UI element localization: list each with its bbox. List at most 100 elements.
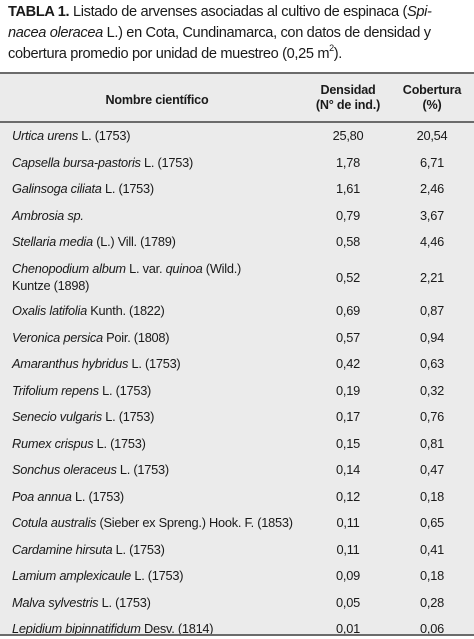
table-row: Poa annua L. (1753) 0,12 0,18 — [0, 486, 474, 507]
density-cell: 0,09 — [336, 568, 360, 583]
species-name: Lepidium bipinnatifidum — [12, 621, 141, 636]
cover-cell: 0,47 — [420, 462, 444, 477]
cover-cell: 2,21 — [420, 269, 444, 285]
table-row: Lamium amplexicaule L. (1753) 0,09 0,18 — [0, 565, 474, 586]
table-row: Cardamine hirsuta L. (1753) 0,11 0,41 — [0, 539, 474, 560]
species-cell: Malva sylvestris L. (1753) — [12, 592, 302, 613]
authority: L. var. — [125, 260, 166, 276]
table-top-rule — [0, 72, 474, 74]
species-name: Sonchus oleraceus — [12, 462, 117, 477]
species-name: Lamium amplexicaule — [12, 568, 132, 583]
cover-cell: 0,18 — [420, 488, 444, 504]
authority: (L.) Vill. (1789) — [92, 234, 176, 249]
authority: L. (1753) — [98, 382, 152, 398]
table-row: Urtica urens L. (1753) 25,80 20,54 — [0, 125, 474, 146]
table-row: Lepidium bipinnatifidum Desv. (1814) 0,01… — [0, 618, 474, 639]
species-cell: Urtica urens L. (1753) — [12, 125, 302, 146]
table-row: Malva sylvestris L. (1753) 0,05 0,28 — [0, 592, 474, 613]
species-name: Galinsoga ciliata — [12, 181, 102, 196]
cover-cell: 0,65 — [420, 515, 444, 530]
authority: Poir. (1808) — [102, 329, 170, 345]
density-cell: 1,61 — [336, 181, 360, 196]
cover-cell: 0,63 — [420, 356, 444, 371]
table-row: Oxalis latifolia Kunth. (1822) 0,69 0,87 — [0, 300, 474, 321]
table-row: Sonchus oleraceus L. (1753) 0,14 0,47 — [0, 459, 474, 480]
species-cell: Cotula australis (Sieber ex Spreng.) Hoo… — [12, 512, 302, 533]
species-name: Amaranthus hybridus — [12, 356, 129, 371]
table-row: Senecio vulgaris L. (1753) 0,17 0,76 — [0, 406, 474, 427]
species-cell: Oxalis latifolia Kunth. (1822) — [12, 300, 302, 321]
species-cell: Stellaria media (L.) Vill. (1789) — [12, 231, 302, 252]
table-row: Stellaria media (L.) Vill. (1789) 0,58 4,4… — [0, 231, 474, 252]
authority: (Wild.) — [202, 260, 242, 276]
cover-cell: 20,54 — [416, 128, 448, 143]
cover-cell: 0,18 — [420, 568, 444, 583]
density-cell: 0,11 — [336, 541, 360, 557]
species-cell: Trifolium repens L. (1753) — [12, 380, 302, 401]
authority: L. (1753) — [71, 488, 124, 504]
cover-cell: 0,76 — [420, 409, 444, 424]
authority: L. (1753) — [101, 409, 155, 424]
authority: L. (1753) — [77, 128, 131, 143]
table-row: Ambrosia sp. 0,79 3,67 — [0, 205, 474, 226]
species-name: Ambrosia sp. — [12, 207, 84, 223]
authority: L. (1753) — [101, 181, 154, 196]
table-row: Galinsoga ciliata L. (1753) 1,61 2,46 — [0, 178, 474, 199]
header-cover: Cobertura (%) — [402, 83, 462, 112]
species-name: Chenopodium album — [12, 260, 126, 276]
table-row: Amaranthus hybridus L. (1753) 0,42 0,63 — [0, 353, 474, 374]
cover-cell: 2,46 — [420, 181, 444, 196]
density-cell: 0,14 — [336, 462, 360, 477]
authority: L. (1753) — [93, 435, 146, 451]
authority: L. (1753) — [140, 154, 193, 170]
density-cell: 0,52 — [336, 269, 360, 285]
density-cell: 0,15 — [336, 435, 360, 451]
species-cell: Chenopodium album L. var. quinoa (Wild.)… — [12, 260, 302, 295]
authority: L. (1753) — [116, 462, 169, 477]
species-cell: Lamium amplexicaule L. (1753) — [12, 565, 302, 586]
species-cell: Galinsoga ciliata L. (1753) — [12, 178, 302, 199]
cover-cell: 0,87 — [420, 303, 444, 318]
species-cell: Capsella bursa-pastoris L. (1753) — [12, 152, 302, 173]
density-cell: 0,17 — [336, 409, 360, 424]
authority: L. (1753) — [128, 356, 181, 371]
data-table: Nombre científico Densidad (N° de ind.) … — [0, 72, 474, 636]
species-cell: Poa annua L. (1753) — [12, 486, 302, 507]
table-row: Cotula australis (Sieber ex Spreng.) Hoo… — [0, 512, 474, 533]
density-cell: 0,12 — [336, 488, 360, 504]
density-cell: 0,19 — [336, 382, 360, 398]
density-cell: 0,42 — [336, 356, 360, 371]
density-cell: 0,57 — [336, 329, 360, 345]
cover-cell: 0,32 — [420, 382, 444, 398]
cover-cell: 4,46 — [420, 234, 444, 249]
species-name: Poa annua — [12, 488, 72, 504]
density-cell: 1,78 — [336, 154, 360, 170]
table-caption: TABLA 1. Listado de arvenses asociadas a… — [8, 4, 432, 62]
header-name: Nombre científico — [105, 93, 209, 107]
species-cell: Lepidium bipinnatifidum Desv. (1814) — [12, 618, 302, 639]
density-cell: 0,69 — [336, 303, 360, 318]
species-cell: Sonchus oleraceus L. (1753) — [12, 459, 302, 480]
cover-cell: 0,06 — [420, 621, 444, 636]
species-name: Malva sylvestris — [12, 594, 99, 610]
cover-cell: 3,67 — [420, 207, 444, 223]
table-row: Veronica persica Poir. (1808) 0,57 0,94 — [0, 327, 474, 348]
density-cell: 0,01 — [336, 621, 360, 636]
species-name: Capsella bursa-pastoris — [12, 154, 141, 170]
density-cell: 0,11 — [336, 515, 360, 530]
authority: (Sieber ex Spreng.) Hook. F. (1853) — [96, 515, 294, 530]
cover-cell: 0,94 — [420, 329, 444, 345]
authority: L. (1753) — [112, 541, 165, 557]
table-row: Capsella bursa-pastoris L. (1753) 1,78 6,7… — [0, 152, 474, 173]
species-name: Rumex crispus — [12, 435, 94, 451]
species-name: Urtica urens — [12, 128, 78, 143]
species-cell: Senecio vulgaris L. (1753) — [12, 406, 302, 427]
header-rule — [0, 121, 474, 123]
species-name: Senecio vulgaris — [12, 409, 102, 424]
density-cell: 0,79 — [336, 207, 360, 223]
species-cell: Veronica persica Poir. (1808) — [12, 327, 302, 348]
table-row: Chenopodium album L. var. quinoa (Wild.)… — [0, 258, 474, 300]
species-cell: Cardamine hirsuta L. (1753) — [12, 539, 302, 560]
species-name: Stellaria media — [12, 234, 93, 249]
density-cell: 0,58 — [336, 234, 360, 249]
